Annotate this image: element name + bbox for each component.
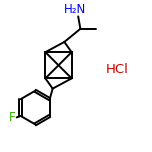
Text: H₂N: H₂N	[63, 3, 86, 16]
Text: F: F	[9, 111, 16, 124]
Text: HCl: HCl	[105, 63, 128, 76]
